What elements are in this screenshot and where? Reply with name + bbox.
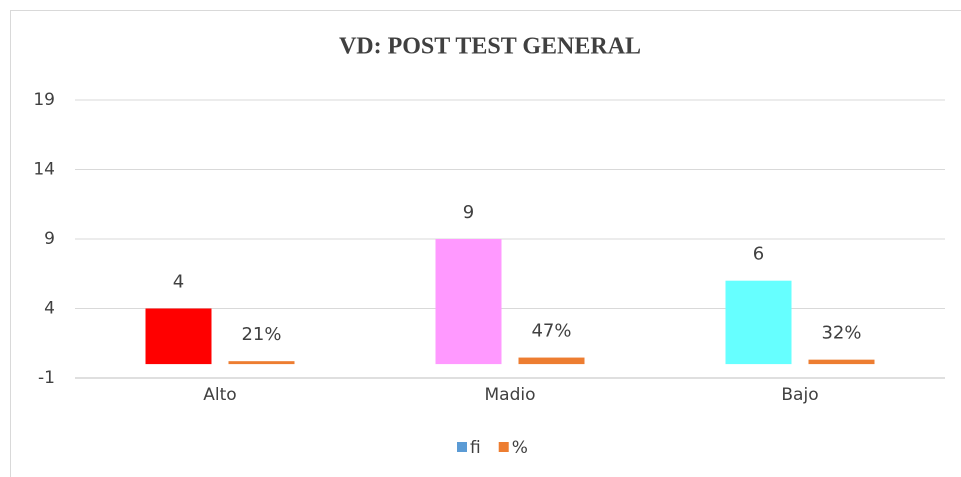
legend-swatch [457, 442, 467, 452]
y-tick-label: 19 [33, 90, 55, 110]
data-label: 32% [821, 323, 861, 344]
x-tick-label: Alto [203, 385, 236, 405]
y-tick-label: 9 [44, 229, 55, 249]
bar [518, 357, 585, 365]
bar [228, 361, 295, 365]
legend-swatch [498, 442, 509, 452]
x-tick-label: Madio [485, 385, 536, 405]
legend-label: % [512, 438, 528, 458]
data-label: 47% [531, 321, 571, 342]
data-label: 21% [241, 324, 281, 345]
data-label: 9 [463, 202, 474, 223]
chart-title: VD: POST TEST GENERAL [339, 34, 641, 60]
y-tick-label: 14 [33, 160, 55, 180]
bar [145, 308, 212, 365]
y-tick-label: -1 [38, 368, 55, 388]
y-tick-label: 4 [44, 299, 55, 319]
bar [725, 280, 792, 365]
chart-frame [10, 10, 961, 477]
legend-label: fi [470, 438, 481, 458]
bar [435, 239, 502, 365]
data-label: 4 [173, 272, 184, 293]
bar [808, 359, 875, 365]
data-label: 6 [753, 244, 764, 265]
x-tick-label: Bajo [781, 385, 818, 405]
